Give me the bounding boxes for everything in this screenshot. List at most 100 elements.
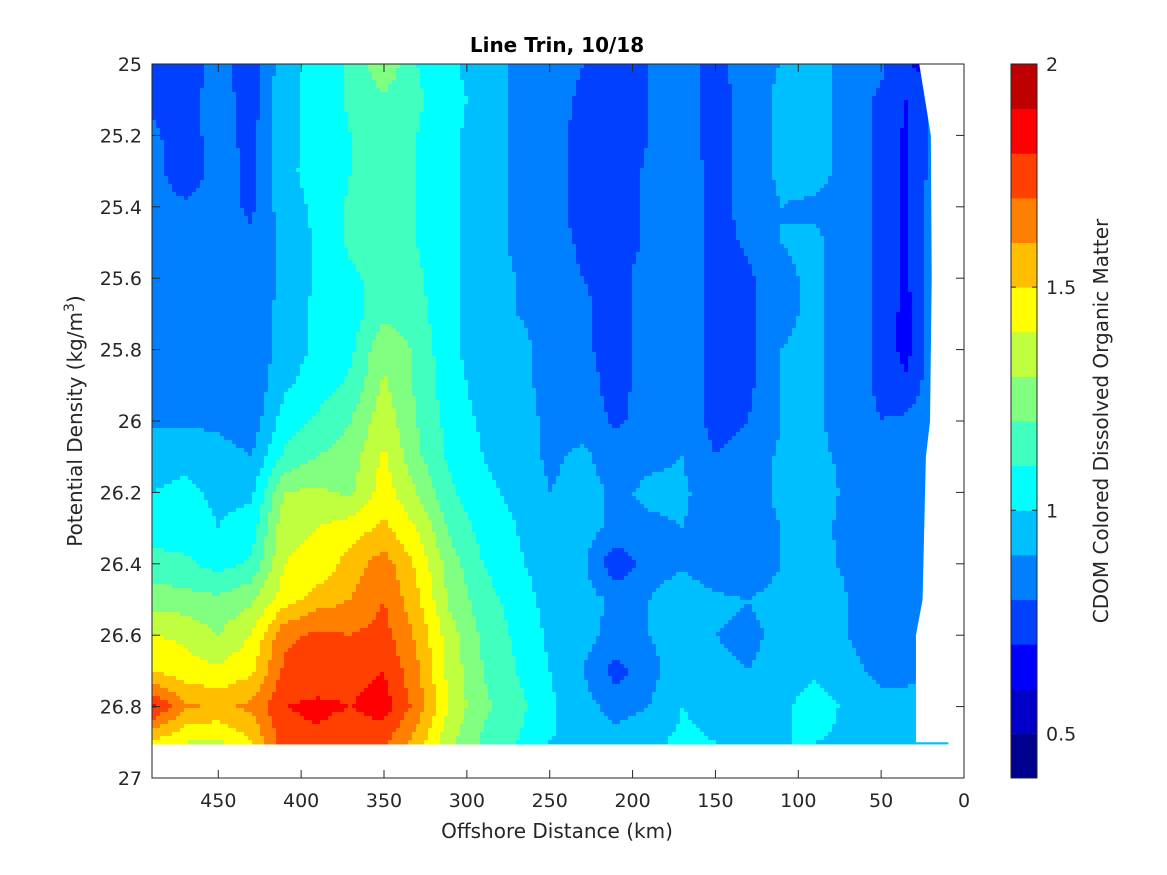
- contour-cell: [672, 112, 677, 117]
- contour-cell: [476, 136, 481, 141]
- contour-cell: [556, 132, 561, 137]
- contour-cell: [508, 80, 513, 85]
- contour-cell: [300, 124, 305, 129]
- contour-cell: [744, 136, 749, 141]
- contour-cell: [832, 92, 837, 97]
- contour-cell: [772, 156, 777, 161]
- contour-cell: [280, 108, 285, 113]
- contour-cell: [836, 76, 841, 81]
- contour-cell: [780, 152, 785, 157]
- contour-cell: [288, 80, 293, 85]
- contour-cell: [324, 100, 329, 105]
- contour-cell: [252, 76, 257, 81]
- contour-cell: [456, 108, 461, 113]
- contour-cell: [804, 144, 809, 149]
- contour-cell: [528, 80, 533, 85]
- contour-cell: [644, 104, 649, 109]
- contour-cell: [320, 92, 325, 97]
- contour-cell: [344, 136, 349, 141]
- contour-cell: [616, 156, 621, 161]
- contour-cell: [240, 156, 245, 161]
- contour-cell: [428, 152, 433, 157]
- contour-cell: [280, 128, 285, 133]
- contour-cell: [544, 120, 549, 125]
- contour-cell: [528, 120, 533, 125]
- contour-cell: [356, 92, 361, 97]
- contour-cell: [360, 88, 365, 93]
- contour-cell: [164, 88, 169, 93]
- contour-cell: [532, 92, 537, 97]
- contour-cell: [332, 80, 337, 85]
- contour-cell: [316, 116, 321, 121]
- contour-cell: [860, 140, 865, 145]
- contour-cell: [856, 132, 861, 137]
- contour-cell: [400, 152, 405, 157]
- contour-cell: [820, 84, 825, 89]
- contour-cell: [224, 160, 229, 165]
- contour-cell: [524, 88, 529, 93]
- contour-cell: [272, 88, 277, 93]
- contour-cell: [844, 72, 849, 77]
- contour-cell: [272, 144, 277, 149]
- contour-cell: [896, 132, 901, 137]
- contour-cell: [688, 120, 693, 125]
- contour-cell: [684, 108, 689, 113]
- contour-cell: [344, 156, 349, 161]
- contour-cell: [424, 120, 429, 125]
- contour-cell: [220, 156, 225, 161]
- contour-cell: [736, 148, 741, 153]
- contour-cell: [560, 64, 565, 69]
- contour-cell: [900, 120, 905, 125]
- contour-cell: [316, 88, 321, 93]
- contour-cell: [324, 124, 329, 129]
- contour-cell: [480, 68, 485, 73]
- contour-cell: [648, 88, 653, 93]
- contour-cell: [844, 116, 849, 121]
- contour-cell: [564, 96, 569, 101]
- contour-cell: [608, 120, 613, 125]
- contour-cell: [668, 68, 673, 73]
- contour-cell: [504, 124, 509, 129]
- contour-cell: [888, 68, 893, 73]
- contour-cell: [652, 160, 657, 165]
- contour-cell: [320, 144, 325, 149]
- contour-cell: [448, 92, 453, 97]
- contour-cell: [340, 100, 345, 105]
- contour-cell: [412, 128, 417, 133]
- contour-cell: [456, 120, 461, 125]
- contour-cell: [232, 132, 237, 137]
- contour-cell: [236, 100, 241, 105]
- contour-cell: [824, 160, 829, 165]
- contour-cell: [432, 68, 437, 73]
- contour-cell: [464, 160, 469, 165]
- contour-cell: [572, 100, 577, 105]
- contour-cell: [880, 116, 885, 121]
- contour-cell: [440, 132, 445, 137]
- contour-cell: [456, 76, 461, 81]
- contour-cell: [536, 144, 541, 149]
- contour-cell: [840, 136, 845, 141]
- contour-cell: [500, 124, 505, 129]
- contour-cell: [268, 64, 273, 69]
- contour-cell: [504, 160, 509, 165]
- contour-cell: [724, 80, 729, 85]
- contour-cell: [752, 132, 757, 137]
- contour-cell: [608, 144, 613, 149]
- contour-cell: [500, 160, 505, 165]
- contour-cell: [776, 88, 781, 93]
- contour-cell: [556, 84, 561, 89]
- contour-cell: [712, 140, 717, 145]
- contour-cell: [844, 128, 849, 133]
- contour-cell: [276, 104, 281, 109]
- contour-cell: [264, 116, 269, 121]
- contour-cell: [832, 80, 837, 85]
- contour-cell: [188, 92, 193, 97]
- contour-cell: [892, 152, 897, 157]
- contour-cell: [212, 104, 217, 109]
- contour-cell: [172, 144, 177, 149]
- contour-cell: [244, 152, 249, 157]
- contour-cell: [464, 84, 469, 89]
- contour-cell: [196, 132, 201, 137]
- contour-cell: [480, 148, 485, 153]
- contour-cell: [396, 76, 401, 81]
